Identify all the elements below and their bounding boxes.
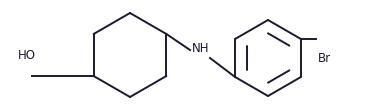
- Text: HO: HO: [18, 49, 36, 61]
- Text: NH: NH: [192, 42, 210, 55]
- Text: Br: Br: [318, 52, 331, 64]
